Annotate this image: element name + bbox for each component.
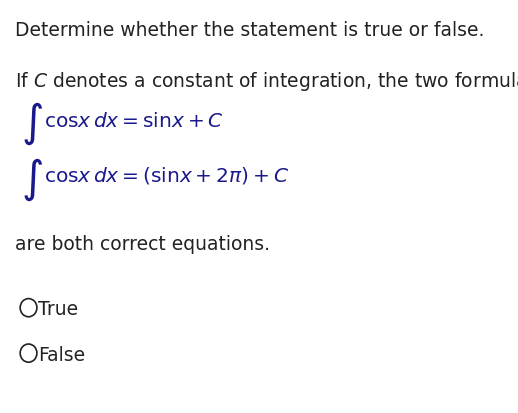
- Text: $\mathrm{cos}x\,dx = \mathrm{sin}x + C$: $\mathrm{cos}x\,dx = \mathrm{sin}x + C$: [44, 112, 224, 131]
- Text: $\int$: $\int$: [21, 101, 43, 147]
- Text: are both correct equations.: are both correct equations.: [15, 235, 270, 254]
- Text: $\int$: $\int$: [21, 157, 43, 203]
- Text: If $C$ denotes a constant of integration, the two formulas: If $C$ denotes a constant of integration…: [15, 70, 518, 93]
- Text: Determine whether the statement is true or false.: Determine whether the statement is true …: [15, 21, 485, 40]
- Text: True: True: [38, 300, 78, 319]
- Text: $\mathrm{cos}x\,dx = (\mathrm{sin}x + 2\pi) + C$: $\mathrm{cos}x\,dx = (\mathrm{sin}x + 2\…: [44, 165, 289, 186]
- Text: False: False: [38, 346, 85, 365]
